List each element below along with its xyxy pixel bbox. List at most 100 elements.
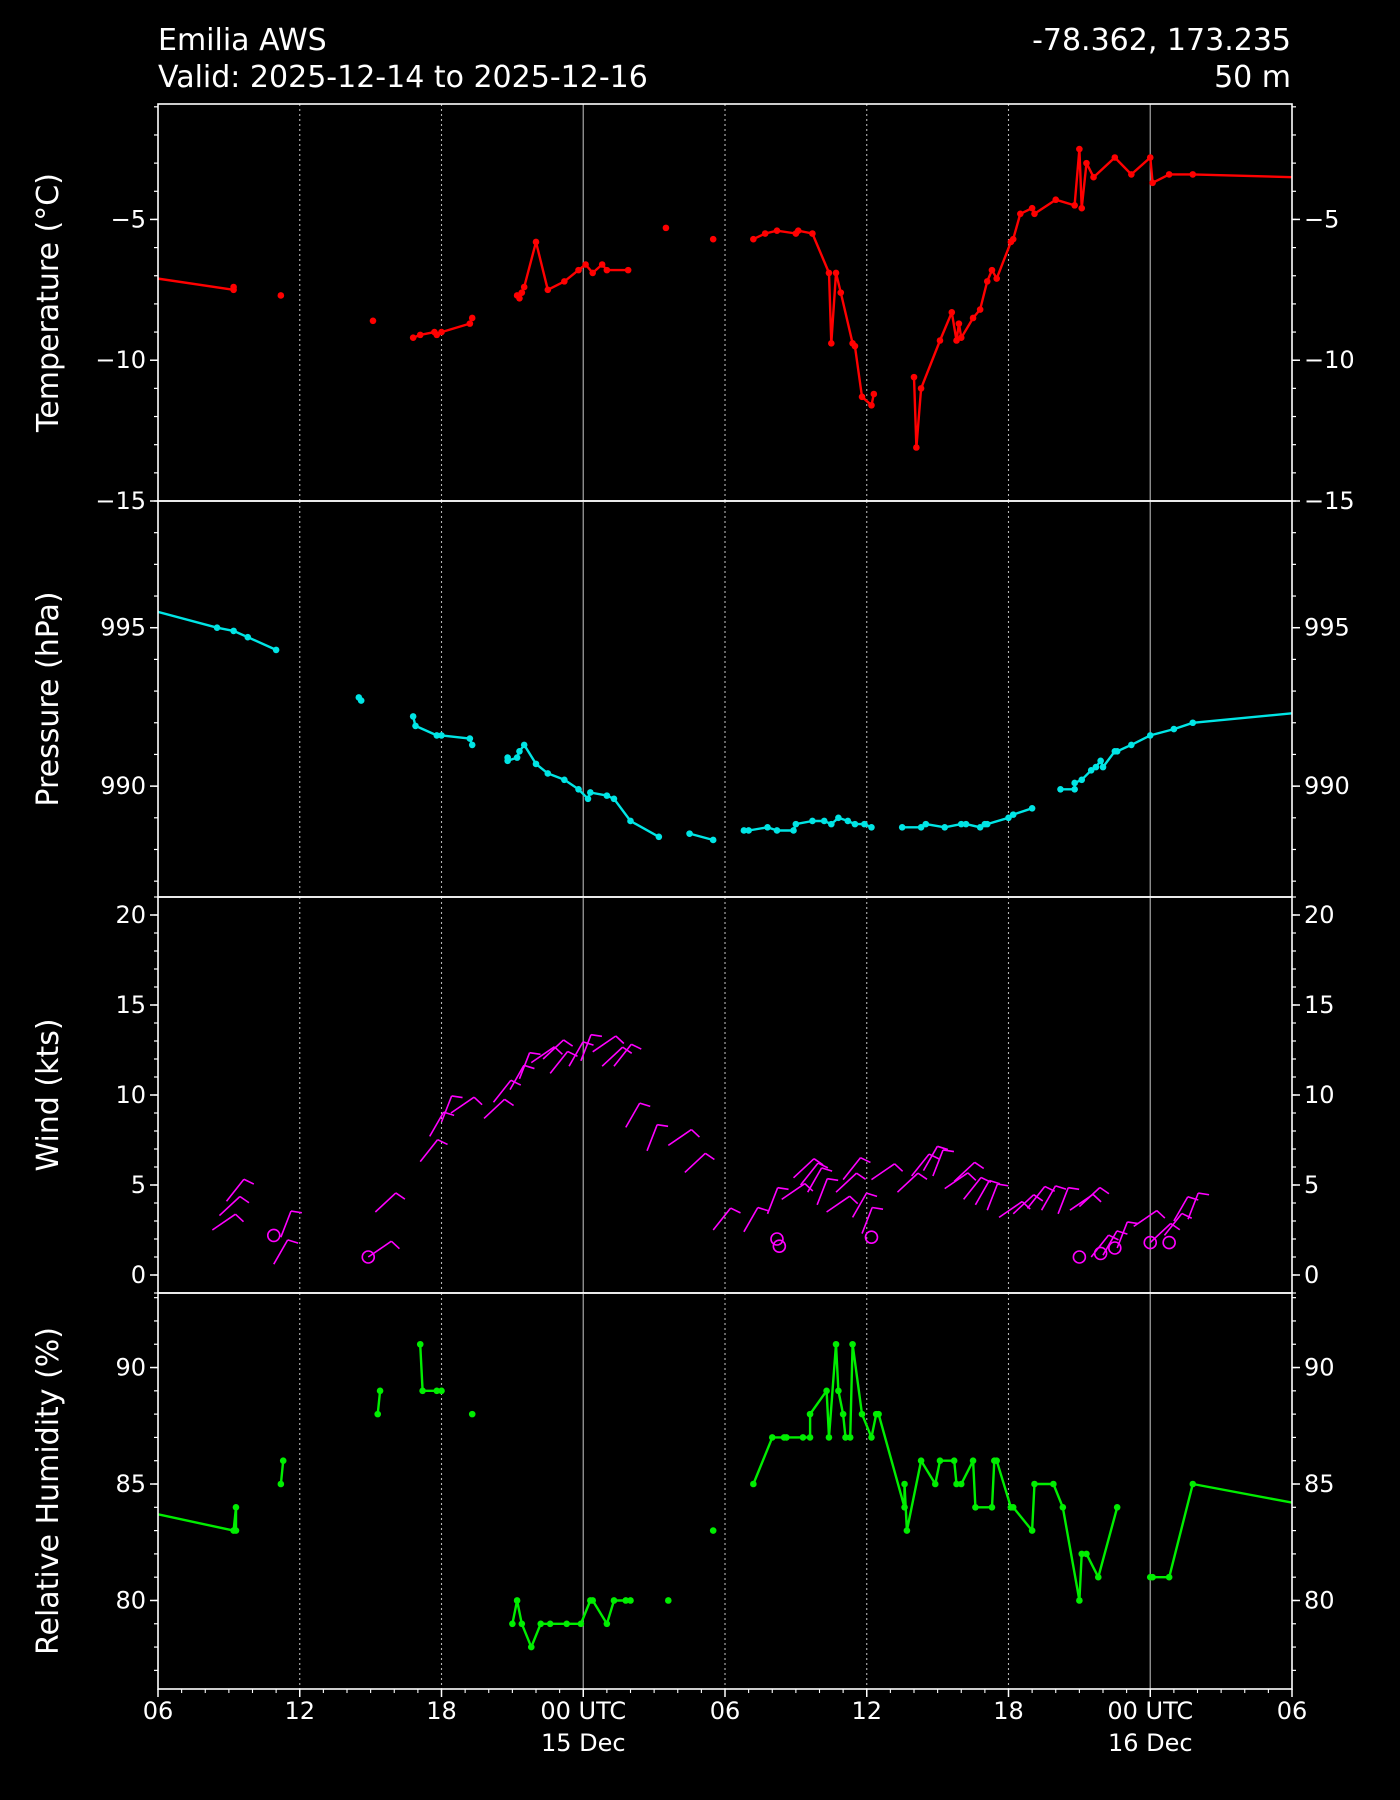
data-point — [412, 722, 419, 730]
data-point — [1146, 154, 1154, 161]
wind-barb-shaft — [799, 1162, 819, 1186]
y-tick-label-left: 20 — [115, 901, 146, 929]
series-group — [158, 1340, 1292, 1651]
data-point — [1076, 145, 1083, 153]
data-point — [993, 1457, 1000, 1465]
station-title: Emilia AWS — [158, 23, 327, 58]
wind-barb-shaft — [1040, 1185, 1057, 1211]
wind-barb-shaft — [419, 1139, 439, 1163]
wind-barb-flag — [849, 1195, 859, 1205]
data-point — [953, 1480, 960, 1488]
data-point — [433, 732, 441, 739]
wind-barb-flag — [523, 1064, 535, 1070]
wind-barb-shaft — [806, 1167, 823, 1193]
wind-barb-shaft — [826, 1195, 851, 1213]
y-axis-label: Temperature (°C) — [31, 173, 66, 433]
wind-barb-shaft — [530, 1046, 555, 1064]
wind-barb-flag — [657, 1123, 669, 1128]
data-point — [851, 820, 859, 828]
data-point — [516, 294, 523, 302]
data-point — [598, 261, 606, 268]
y-tick-label-left: −15 — [95, 487, 146, 515]
data-point — [587, 789, 594, 796]
data-point — [589, 269, 596, 277]
data-point — [903, 1527, 911, 1534]
wind-barb-shaft — [1173, 1196, 1189, 1222]
y-tick-label-left: 90 — [115, 1354, 146, 1382]
data-point — [546, 1620, 554, 1628]
data-point — [1028, 1527, 1036, 1534]
data-point — [1028, 804, 1036, 812]
x-tick-label: 00 UTC — [1107, 1697, 1193, 1725]
data-point — [277, 292, 285, 299]
data-point — [433, 1387, 441, 1395]
x-tick-label: 18 — [426, 1697, 457, 1725]
data-point — [825, 269, 833, 277]
y-tick-label-right: 85 — [1304, 1470, 1335, 1498]
data-point — [901, 1504, 908, 1511]
wind-barb-flag — [451, 1095, 463, 1099]
data-point — [1071, 785, 1078, 793]
data-point — [1099, 763, 1107, 771]
data-point — [917, 824, 925, 831]
series-line — [511, 1599, 631, 1649]
data-point — [969, 1457, 977, 1465]
data-point — [622, 1597, 630, 1604]
x-tick-label: 00 UTC — [540, 1697, 626, 1725]
data-point — [823, 1387, 830, 1395]
wind-barb-shaft — [549, 1050, 569, 1074]
data-point — [809, 230, 816, 237]
data-point — [1113, 747, 1121, 755]
wind-barb-flag — [590, 1033, 603, 1038]
data-point — [518, 1620, 526, 1628]
data-point — [603, 266, 611, 274]
wind-barb-shaft — [518, 1052, 531, 1080]
data-point — [610, 795, 618, 803]
data-point — [527, 1643, 535, 1651]
data-point — [957, 820, 965, 828]
wind-barb-flag — [928, 1153, 940, 1160]
wind-barb-shaft — [998, 1200, 1023, 1219]
data-point — [809, 817, 816, 825]
wind-barb-flag — [1198, 1192, 1210, 1196]
data-point — [750, 1480, 757, 1488]
wind-barb-flag — [639, 1102, 651, 1108]
data-point — [835, 1387, 842, 1395]
x-tick-label: 12 — [851, 1697, 882, 1725]
y-tick-label-right: 20 — [1304, 901, 1335, 929]
wind-barb-shaft — [280, 1210, 292, 1238]
series-line — [689, 832, 714, 842]
data-point — [1052, 196, 1060, 204]
data-point — [1189, 1480, 1197, 1488]
data-point — [1149, 179, 1156, 187]
data-point — [516, 747, 523, 755]
data-point — [532, 238, 540, 246]
data-point — [624, 266, 632, 274]
wind-barb-shaft — [1149, 1222, 1172, 1244]
data-point — [603, 1620, 611, 1628]
y-tick-label-right: −15 — [1304, 487, 1355, 515]
data-point — [665, 1597, 672, 1604]
data-point — [806, 1410, 814, 1418]
data-point — [1113, 1504, 1121, 1511]
calm-circle — [770, 1232, 784, 1246]
data-point — [244, 633, 252, 641]
data-point — [1087, 766, 1095, 774]
wind-barb-shaft — [781, 1182, 806, 1201]
wind-barb-shaft — [1026, 1185, 1046, 1209]
data-point — [416, 1340, 424, 1348]
data-point — [438, 732, 445, 739]
wind-barb-flag — [730, 1207, 741, 1214]
y-tick-label-right: 90 — [1304, 1354, 1335, 1382]
series-line — [912, 147, 1292, 449]
data-point — [976, 824, 984, 831]
calm-circle — [864, 1230, 879, 1244]
wind-barb-flag — [942, 1149, 955, 1153]
data-point — [917, 385, 925, 392]
data-point — [1094, 1573, 1102, 1581]
data-point — [409, 334, 417, 341]
series-group — [211, 1033, 1210, 1265]
wind-barb-flag — [917, 1172, 928, 1180]
